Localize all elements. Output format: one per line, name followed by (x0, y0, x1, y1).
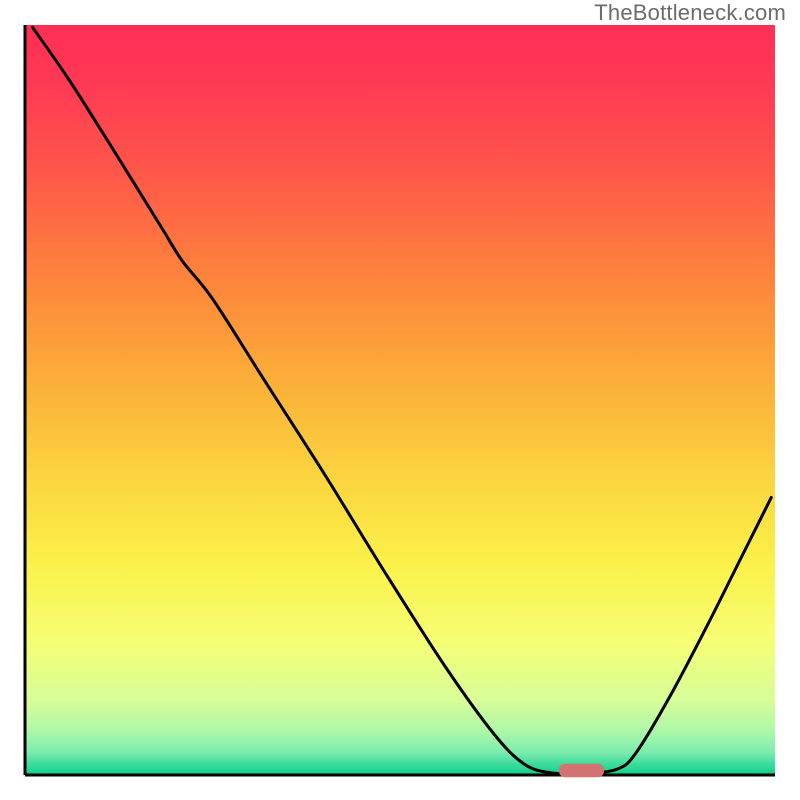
bottleneck-chart (0, 0, 800, 800)
watermark-text: TheBottleneck.com (594, 0, 786, 26)
optimal-marker (559, 764, 604, 778)
chart-container: TheBottleneck.com (0, 0, 800, 800)
gradient-background (25, 25, 775, 775)
